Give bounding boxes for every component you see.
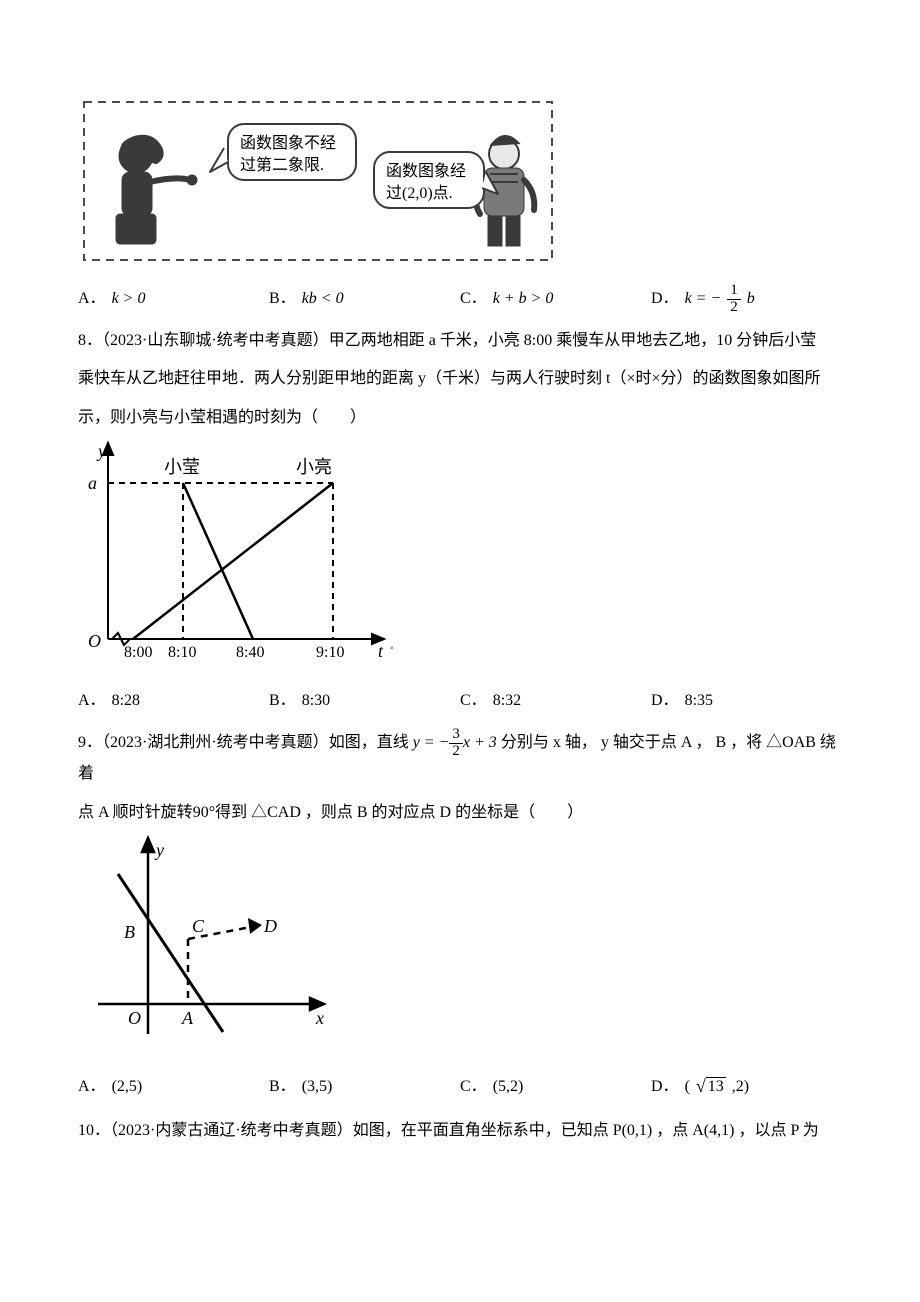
x-axis-label: x <box>315 1008 324 1028</box>
opt-math-suffix: b <box>747 284 755 314</box>
q8-number: 8． <box>78 332 102 349</box>
girl-bubble-line1: 函数图象不经 <box>240 134 336 152</box>
q7-option-C: C． k + b > 0 <box>460 284 651 314</box>
q9-number: 9． <box>78 734 102 751</box>
q8-option-C: C． 8:32 <box>460 686 651 716</box>
q8-source: （2023·山东聊城·统考中考真题） <box>102 332 329 349</box>
q9-body2-suffix: 得到 △CAD ，则点 B 的对应点 D 的坐标是（ ） <box>215 804 583 821</box>
y-a-label: a <box>88 473 97 493</box>
opt-label: B． <box>269 284 296 314</box>
boy-speech-bubble: 函数图象经 过(2,0)点. <box>374 152 498 208</box>
q8-option-A: A． 8:28 <box>78 686 269 716</box>
x-tick-3: 9:10 <box>316 644 344 661</box>
opt-math: k + b > 0 <box>493 284 554 314</box>
q9-option-D: D． ( √13 ,2) <box>651 1072 842 1102</box>
q9-chart: y x O B C D A <box>78 834 842 1065</box>
q10-number: 10． <box>78 1122 110 1139</box>
sqrt: √13 <box>696 1077 726 1096</box>
x-tick-1: 8:10 <box>168 644 196 661</box>
q9-body2-prefix: 点 A 顺时针旋转 <box>78 804 193 821</box>
fraction: 1 2 <box>727 283 741 316</box>
q7-option-D: D． k = − 1 2 b <box>651 283 842 316</box>
x-tick-0: 8:00 <box>124 644 152 661</box>
q9-source: （2023·湖北荆州·统考中考真题） <box>102 734 329 751</box>
q9-stem: 9．（2023·湖北荆州·统考中考真题）如图，直线 y = − 3 2 x + … <box>78 727 842 790</box>
q10-stem: 10．（2023·内蒙古通辽·统考中考真题）如图，在平面直角坐标系中，已知点 P… <box>78 1116 842 1146</box>
side-marker: ▪ <box>390 639 394 658</box>
girl-speech-bubble: 函数图象不经 过第二象限. <box>210 124 356 180</box>
y-axis-label: y <box>96 441 106 461</box>
q10-body: 如图，在平面直角坐标系中，已知点 P(0,1) ，点 A(4,1) ，以点 P … <box>353 1122 819 1139</box>
q9-deg: 90° <box>193 804 215 821</box>
boy-bubble-line1: 函数图象经 <box>386 162 466 180</box>
boy-bubble-line2: 过(2,0)点. <box>386 184 453 202</box>
label-B: B <box>124 922 135 942</box>
q8-chart-svg: O a y t 8:00 8:10 8:40 9:10 小莹 小亮 <box>78 439 408 669</box>
fraction: 3 2 <box>449 727 463 760</box>
q7-figure: 函数图象不经 过第二象限. 函数图象经 过(2,0)点. <box>78 96 842 277</box>
q7-option-A: A． k > 0 <box>78 284 269 314</box>
origin-label: O <box>88 631 101 651</box>
q8-option-B: B． 8:30 <box>269 686 460 716</box>
q8-chart: O a y t 8:00 8:10 8:40 9:10 小莹 小亮 ▪ <box>78 439 842 680</box>
q9-eq-tail: x + 3 <box>463 734 497 751</box>
opt-label: A． <box>78 284 106 314</box>
girl-bubble-line2: 过第二象限. <box>240 156 324 174</box>
opt-math: k > 0 <box>112 284 146 314</box>
x-axis-label: t <box>378 641 384 661</box>
legend-right: 小亮 <box>296 457 332 477</box>
q9-eq-y: y = − <box>413 734 450 751</box>
q9-chart-svg: y x O B C D A <box>78 834 338 1054</box>
q9-option-A: A． (2,5) <box>78 1072 269 1102</box>
q7-option-B: B． kb < 0 <box>269 284 460 314</box>
q9-option-C: C． (5,2) <box>460 1072 651 1102</box>
label-D: D <box>263 916 277 936</box>
girl-icon <box>116 135 197 244</box>
label-A: A <box>181 1008 194 1028</box>
q7-illustration-svg: 函数图象不经 过第二象限. 函数图象经 过(2,0)点. <box>78 96 558 266</box>
q8-options: A． 8:28 B． 8:30 C． 8:32 D． 8:35 <box>78 686 842 716</box>
label-C: C <box>192 916 205 936</box>
y-axis-label: y <box>154 840 164 860</box>
q8-body1: 甲乙两地相距 a 千米，小亮 8:00 乘慢车从甲地去乙地，10 分钟后小莹 <box>329 332 817 349</box>
q9-stem2: 点 A 顺时针旋转90°得到 △CAD ，则点 B 的对应点 D 的坐标是（ ） <box>78 798 842 828</box>
opt-label: C． <box>460 284 487 314</box>
q9-option-B: B． (3,5) <box>269 1072 460 1102</box>
opt-math: kb < 0 <box>302 284 344 314</box>
q9-options: A． (2,5) B． (3,5) C． (5,2) D． ( √13 ,2) <box>78 1072 842 1102</box>
q8-stem: 8．（2023·山东聊城·统考中考真题）甲乙两地相距 a 千米，小亮 8:00 … <box>78 326 842 356</box>
q7-options: A． k > 0 B． kb < 0 C． k + b > 0 D． k = −… <box>78 283 842 316</box>
q8-option-D: D． 8:35 <box>651 686 842 716</box>
q10-source: （2023·内蒙古通辽·统考中考真题） <box>110 1122 353 1139</box>
origin-label: O <box>128 1008 141 1028</box>
opt-label: D． <box>651 284 679 314</box>
opt-math-prefix: k = − <box>685 284 722 314</box>
q8-body3: 示，则小亮与小莹相遇的时刻为（ ） <box>78 403 842 433</box>
q8-body2: 乘快车从乙地赶往甲地．两人分别距甲地的距离 y（千米）与两人行驶时刻 t（×时×… <box>78 364 842 394</box>
legend-left: 小莹 <box>164 457 200 477</box>
q9-pref: 如图，直线 <box>329 734 409 751</box>
x-tick-2: 8:40 <box>236 644 264 661</box>
